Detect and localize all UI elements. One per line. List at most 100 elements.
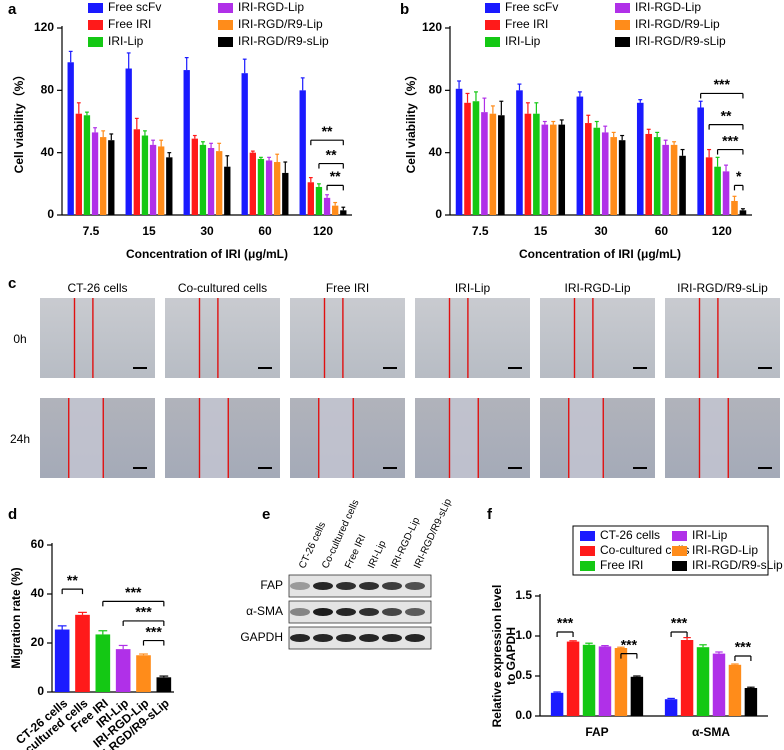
bar bbox=[307, 182, 314, 215]
bar bbox=[744, 688, 758, 716]
micrograph bbox=[540, 298, 655, 378]
blot-band bbox=[313, 608, 333, 616]
bar bbox=[91, 132, 99, 215]
micrograph-column-label: IRI-RGD-Lip bbox=[564, 281, 630, 295]
y-tick-label: 0 bbox=[47, 207, 54, 221]
legend-swatch bbox=[672, 546, 687, 556]
y-tick-label: 0 bbox=[37, 684, 44, 698]
x-tick-label: 60 bbox=[655, 224, 669, 238]
legend-label: IRI-RGD/R9-Lip bbox=[635, 17, 720, 31]
y-axis-label: to GAPDH bbox=[504, 627, 518, 685]
bar bbox=[550, 692, 564, 716]
micrograph-row-label: 0h bbox=[13, 332, 26, 346]
legend-label: Free scFv bbox=[505, 0, 558, 14]
blot-band-label: FAP bbox=[260, 578, 283, 592]
micrograph bbox=[165, 298, 280, 378]
legend-label: IRI-Lip bbox=[692, 528, 728, 542]
bar bbox=[133, 129, 140, 215]
legend-swatch bbox=[88, 20, 103, 30]
x-tick-label: 120 bbox=[313, 224, 333, 238]
x-tick-label: α-SMA bbox=[692, 725, 730, 739]
bar bbox=[662, 144, 669, 215]
bar bbox=[739, 210, 747, 215]
x-axis-label: Concentration of IRI (μg/mL) bbox=[519, 247, 681, 261]
legend-label: IRI-RGD/R9-sLip bbox=[692, 558, 783, 572]
legend-swatch bbox=[218, 20, 233, 30]
bar bbox=[136, 655, 151, 692]
significance-label: ** bbox=[322, 123, 333, 139]
blot-band bbox=[290, 582, 310, 590]
legend-swatch bbox=[485, 3, 500, 13]
x-tick-label: 30 bbox=[594, 224, 608, 238]
blot-band-label: α-SMA bbox=[246, 604, 283, 618]
significance-label: ** bbox=[67, 572, 78, 588]
legend-swatch bbox=[615, 3, 630, 13]
bar bbox=[249, 152, 256, 215]
bar bbox=[257, 158, 265, 215]
bar bbox=[731, 200, 738, 215]
significance-label: ** bbox=[721, 107, 732, 123]
bar bbox=[158, 146, 165, 215]
legend-label: IRI-RGD-Lip bbox=[692, 543, 758, 557]
y-tick-label: 120 bbox=[34, 20, 54, 34]
blot-band bbox=[405, 634, 425, 642]
significance-label: *** bbox=[671, 615, 688, 631]
y-tick-label: 40 bbox=[31, 586, 45, 600]
significance-label: * bbox=[736, 168, 742, 184]
bar bbox=[618, 140, 626, 215]
bar bbox=[585, 123, 592, 215]
legend-box bbox=[572, 525, 769, 576]
legend-label: IRI-Lip bbox=[505, 34, 541, 48]
bar bbox=[191, 138, 198, 215]
legend-label: IRI-RGD/R9-sLip bbox=[238, 34, 329, 48]
y-tick-label: 80 bbox=[429, 83, 443, 97]
blot-band bbox=[382, 582, 402, 590]
bar bbox=[576, 96, 584, 215]
bar bbox=[705, 157, 713, 215]
legend-label: Free IRI bbox=[505, 17, 548, 31]
significance-label: ** bbox=[330, 168, 341, 184]
y-tick-label: 1.5 bbox=[515, 588, 532, 602]
scratch-gap bbox=[199, 398, 229, 478]
bar bbox=[472, 101, 480, 215]
blot-band bbox=[313, 634, 333, 642]
blot-band bbox=[405, 608, 425, 616]
bar bbox=[524, 113, 532, 215]
bar bbox=[108, 140, 115, 215]
x-tick-label: 120 bbox=[712, 224, 732, 238]
y-axis-label: Cell viability（%） bbox=[11, 69, 26, 174]
blot-band bbox=[382, 608, 402, 616]
legend-swatch bbox=[218, 37, 233, 47]
bar bbox=[541, 124, 549, 215]
bar bbox=[653, 137, 661, 215]
x-tick-label: FAP bbox=[585, 725, 608, 739]
bar bbox=[156, 677, 172, 692]
y-axis-label: Cell viability（%） bbox=[403, 69, 418, 174]
bar bbox=[610, 137, 617, 215]
bar bbox=[67, 62, 74, 216]
bar bbox=[75, 614, 90, 692]
panel-label: a bbox=[8, 1, 17, 18]
bar bbox=[282, 172, 289, 215]
legend-swatch bbox=[218, 3, 233, 13]
bar bbox=[712, 653, 726, 716]
scratch-gap bbox=[68, 398, 104, 478]
x-axis-label: Concentration of IRI (μg/mL) bbox=[126, 247, 288, 261]
bar bbox=[455, 88, 463, 215]
micrograph bbox=[290, 298, 405, 378]
blot-lane-label: IRI-RGD/R9-sLip bbox=[412, 497, 454, 571]
bar bbox=[149, 144, 157, 215]
bar bbox=[265, 160, 273, 215]
legend-label: IRI-RGD-Lip bbox=[238, 0, 304, 14]
blot-band bbox=[290, 608, 310, 616]
bar bbox=[598, 646, 612, 716]
bar bbox=[241, 73, 248, 215]
x-tick-label: 15 bbox=[534, 224, 548, 238]
legend-swatch bbox=[672, 561, 687, 571]
y-axis-label: Migration rate (%) bbox=[9, 567, 23, 668]
micrograph-row-label: 24h bbox=[10, 432, 30, 446]
micrograph-column-label: CT-26 cells bbox=[67, 281, 127, 295]
bar bbox=[593, 127, 601, 215]
legend-swatch bbox=[580, 546, 595, 556]
